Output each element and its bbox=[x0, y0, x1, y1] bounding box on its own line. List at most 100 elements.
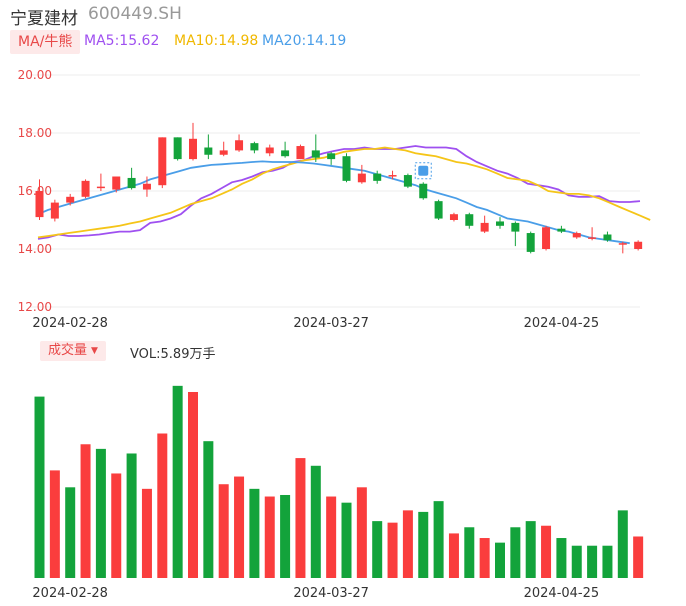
candle-body bbox=[388, 175, 397, 177]
candle-body bbox=[434, 201, 443, 219]
event-marker-icon bbox=[414, 162, 432, 180]
volume-bar bbox=[617, 510, 628, 578]
volume-bar bbox=[295, 458, 306, 578]
stock-name: 宁夏建材 bbox=[10, 9, 78, 29]
volume-bar bbox=[264, 496, 275, 578]
candle-body bbox=[204, 147, 213, 155]
candle-body bbox=[189, 138, 197, 160]
candle-body bbox=[281, 150, 290, 157]
volume-indicator-button[interactable]: 成交量 ▼ bbox=[40, 341, 106, 361]
volume-bar bbox=[356, 487, 367, 578]
event-marker-fill bbox=[418, 165, 429, 176]
ma10-line bbox=[37, 146, 651, 239]
candle-body bbox=[235, 140, 244, 151]
price-tick-label: 12.00 bbox=[18, 300, 52, 314]
candle-body bbox=[419, 183, 428, 199]
volume-bar bbox=[464, 527, 475, 578]
candle-body bbox=[496, 221, 504, 226]
ma20-legend: MA20:14.19 bbox=[262, 33, 347, 49]
volume-bar bbox=[172, 385, 183, 578]
candle-body bbox=[250, 143, 259, 151]
volume-x-tick-label: 2024-02-28 bbox=[32, 586, 108, 601]
volume-bar bbox=[510, 527, 521, 578]
candle-body bbox=[373, 173, 382, 181]
volume-bar bbox=[433, 501, 444, 578]
volume-bar bbox=[525, 521, 536, 578]
volume-bar bbox=[234, 476, 245, 578]
volume-bar bbox=[310, 465, 321, 578]
candle-body bbox=[219, 150, 228, 155]
candle-body bbox=[465, 214, 474, 226]
candle-body bbox=[35, 191, 44, 218]
price-tick-label: 14.00 bbox=[18, 242, 52, 256]
ma-indicator-button[interactable]: MA/牛熊 bbox=[10, 30, 81, 54]
volume-bar bbox=[556, 538, 567, 578]
candle-body bbox=[480, 222, 489, 232]
volume-bar bbox=[141, 488, 152, 578]
ma10-legend: MA10:14.98 bbox=[174, 33, 259, 49]
candle-body bbox=[112, 176, 121, 190]
volume-bar bbox=[188, 391, 198, 578]
volume-bar bbox=[157, 433, 168, 578]
volume-bar bbox=[541, 525, 552, 578]
volume-x-tick-label: 2024-03-27 bbox=[293, 586, 369, 601]
candle-body bbox=[265, 147, 274, 154]
price-tick-label: 18.00 bbox=[18, 126, 52, 140]
candle-body bbox=[342, 156, 351, 181]
volume-bar bbox=[633, 536, 644, 578]
candle-body bbox=[542, 227, 551, 249]
candle-body bbox=[618, 243, 627, 245]
candle-body bbox=[296, 146, 305, 160]
volume-bar bbox=[203, 441, 214, 578]
volume-bar bbox=[249, 488, 260, 578]
candle-body bbox=[173, 137, 182, 160]
candle-body bbox=[96, 186, 105, 189]
volume-bar bbox=[448, 533, 459, 578]
volume-bar bbox=[479, 538, 490, 578]
volume-bar bbox=[418, 511, 429, 578]
price-tick-label: 16.00 bbox=[18, 184, 52, 198]
volume-bar bbox=[495, 542, 505, 578]
candle-body bbox=[311, 150, 320, 158]
volume-bar bbox=[341, 502, 352, 578]
price-x-tick-label: 2024-02-28 bbox=[32, 316, 108, 331]
candle-body bbox=[634, 241, 643, 249]
volume-bar bbox=[65, 487, 76, 578]
candle-body bbox=[357, 173, 366, 183]
price-x-tick-label: 2024-03-27 bbox=[293, 316, 369, 331]
candle-body bbox=[158, 137, 167, 186]
candle-body bbox=[526, 233, 535, 252]
volume-x-tick-label: 2024-04-25 bbox=[524, 586, 600, 601]
volume-bar bbox=[126, 453, 137, 578]
price-tick-label: 20.00 bbox=[18, 68, 52, 82]
candle-body bbox=[449, 214, 458, 220]
candle-body bbox=[66, 196, 75, 203]
candle-body bbox=[142, 183, 151, 190]
volume-bar bbox=[602, 545, 613, 578]
candle-body bbox=[127, 177, 136, 189]
price-x-tick-label: 2024-04-25 bbox=[524, 316, 600, 331]
candle-body bbox=[511, 222, 520, 232]
volume-bar bbox=[587, 545, 598, 578]
ma5-line bbox=[37, 145, 641, 240]
candle-body bbox=[403, 175, 412, 187]
volume-bar bbox=[95, 448, 106, 578]
volume-bar bbox=[402, 510, 413, 578]
volume-bar bbox=[571, 545, 582, 578]
volume-bar bbox=[280, 494, 291, 578]
volume-bar bbox=[34, 396, 45, 578]
stock-code: 600449.SH bbox=[88, 4, 182, 24]
candle-body bbox=[572, 233, 581, 238]
volume-value: VOL:5.89万手 bbox=[130, 347, 216, 362]
candle-body bbox=[588, 237, 597, 239]
ma20-line bbox=[37, 160, 630, 245]
volume-button-label: 成交量 bbox=[48, 343, 88, 358]
candle-body bbox=[603, 234, 612, 241]
candle-body bbox=[81, 180, 90, 197]
candle-body bbox=[327, 153, 336, 160]
candle-body bbox=[50, 202, 59, 219]
volume-bar bbox=[111, 473, 122, 578]
volume-bar bbox=[218, 484, 229, 578]
volume-bar bbox=[387, 522, 398, 578]
